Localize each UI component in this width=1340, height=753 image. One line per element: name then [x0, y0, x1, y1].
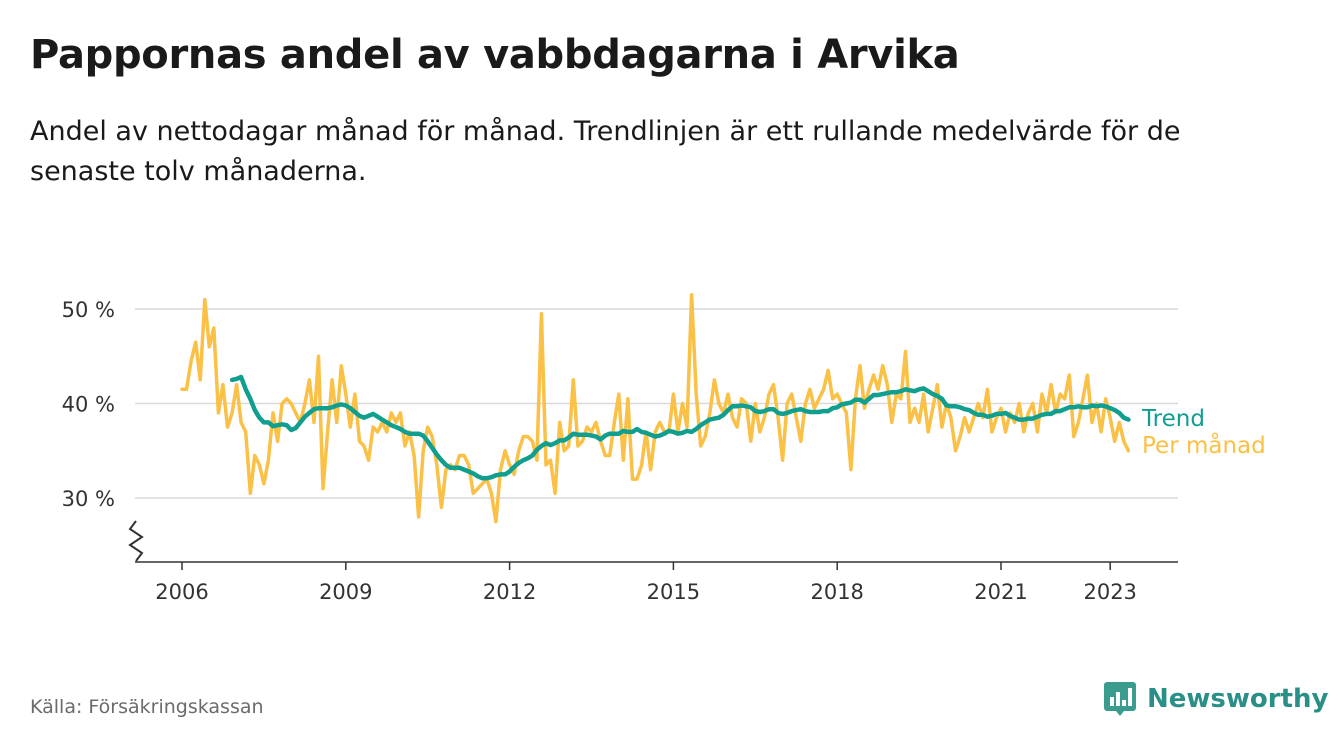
gridlines: [135, 308, 1178, 499]
x-tick-label: 2015: [647, 580, 700, 604]
series-lines: [180, 293, 1131, 524]
y-tick-label: 40 %: [62, 393, 115, 417]
y-tick-label: 30 %: [62, 487, 115, 511]
series-label-trend: Trend: [1141, 406, 1205, 432]
chart-title: Pappornas andel av vabbdagarna i Arvika: [30, 32, 960, 78]
brand-name: Newsworthy: [1147, 684, 1329, 714]
series-line-monthly: [180, 293, 1131, 524]
y-tick-label: 50 %: [62, 298, 115, 322]
x-tick-label: 2023: [1083, 580, 1136, 604]
axis-break-icon: [128, 520, 144, 562]
x-tick-label: 2021: [974, 580, 1027, 604]
series-label-monthly: Per månad: [1142, 431, 1266, 459]
chart-subtitle: Andel av nettodagar månad för månad. Tre…: [30, 116, 1181, 187]
x-tick-label: 2006: [155, 580, 208, 604]
axis-break-line: [128, 520, 144, 562]
series-line-trend: [229, 374, 1131, 481]
x-tick-label: 2012: [483, 580, 536, 604]
newsworthy-chart-bubble-icon: [1104, 682, 1136, 716]
source-note: Källa: Försäkringskassan: [30, 696, 264, 718]
y-axis-ticks: 30 % 40 % 50 %: [62, 298, 115, 511]
newsworthy-logo[interactable]: Newsworthy: [1103, 680, 1328, 718]
x-tick-label: 2018: [810, 580, 863, 604]
x-tick-label: 2009: [319, 580, 372, 604]
x-axis: 2006 2009 2012 2015 2018 2021 2023: [135, 561, 1178, 604]
